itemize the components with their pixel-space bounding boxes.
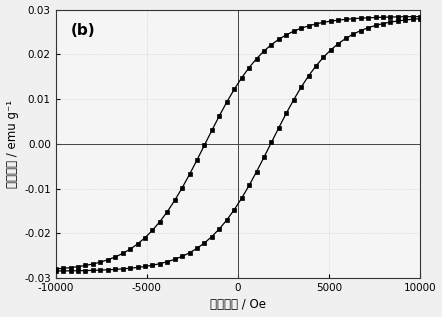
Y-axis label: 磁化强度 / emu g⁻¹: 磁化强度 / emu g⁻¹ — [6, 100, 19, 188]
X-axis label: 磁场强度 / Oe: 磁场强度 / Oe — [210, 298, 266, 311]
Text: (b): (b) — [70, 23, 95, 38]
